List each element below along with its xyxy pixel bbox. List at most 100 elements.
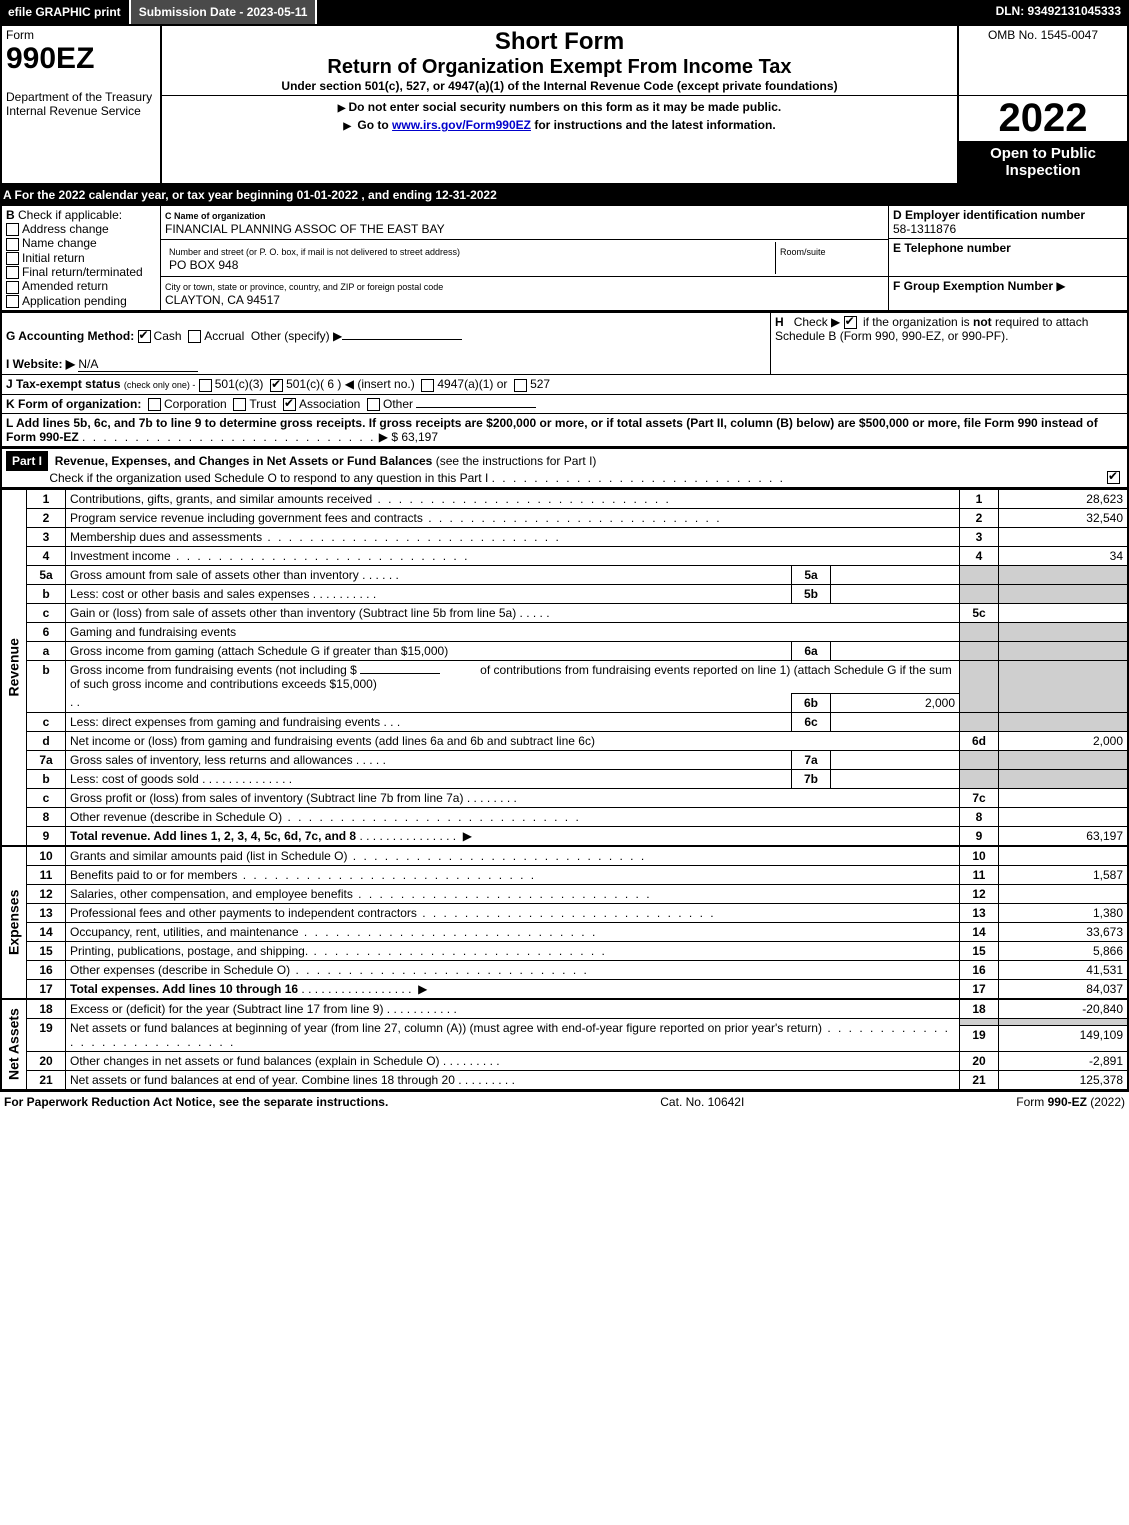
shaded-cell [960,565,999,584]
box-b: B Check if applicable: Address change Na… [1,206,161,311]
instructions-cell: Do not enter social security numbers on … [161,96,958,185]
l6b-text1: Gross income from fundraising events (no… [70,663,357,677]
ein-value: 58-1311876 [893,222,956,236]
l15-text: Printing, publications, postage, and shi… [70,944,308,958]
checkbox-address-change[interactable] [6,223,19,236]
open-public-badge: Open to Public Inspection [959,141,1127,183]
line-text: Gross sales of inventory, less returns a… [66,750,792,769]
dots [492,471,785,485]
k-other-input[interactable] [416,407,536,408]
net-assets-side-label: Net Assets [1,999,27,1090]
inner-box-num: 7b [792,769,831,788]
line-num: 20 [27,1051,66,1070]
l11-text: Benefits paid to or for members [70,868,237,882]
checkbox-4947a1[interactable] [421,379,434,392]
line-text: Grants and similar amounts paid (list in… [66,846,960,866]
checkbox-501c[interactable] [270,379,283,392]
right-num: 19 [960,1025,999,1051]
checkbox-527[interactable] [514,379,527,392]
line-text: Other revenue (describe in Schedule O) [66,807,960,826]
line-num: 12 [27,884,66,903]
checkbox-association[interactable] [283,398,296,411]
h-not: not [973,315,992,329]
city-value: CLAYTON, CA 94517 [165,293,280,307]
checkbox-other-org[interactable] [367,398,380,411]
j-527: 527 [530,377,550,391]
form-ref: Form 990-EZ (2022) [1016,1095,1125,1109]
l12-text: Salaries, other compensation, and employ… [70,887,353,901]
line-num: 1 [27,489,66,508]
paperwork-notice: For Paperwork Reduction Act Notice, see … [4,1095,388,1109]
g-other: Other (specify) ▶ [251,329,342,343]
l-amount: $ 63,197 [391,430,438,444]
k-assoc: Association [299,397,360,411]
checkbox-corporation[interactable] [148,398,161,411]
shaded-cell [960,622,999,641]
shaded-cell [960,750,999,769]
l6b-amount-input[interactable] [360,673,440,674]
line-num: 8 [27,807,66,826]
line-text: Other changes in net assets or fund bala… [66,1051,960,1070]
efile-print-button[interactable]: efile GRAPHIC print [0,0,131,24]
e-phone-label: E Telephone number [893,241,1011,255]
l8-text: Other revenue (describe in Schedule O) [70,810,282,824]
h-label: H [775,315,784,329]
checkbox-trust[interactable] [233,398,246,411]
g-label: G Accounting Method: [6,329,134,343]
opt-amended-return: Amended return [22,279,108,293]
checkbox-amended-return[interactable] [6,281,19,294]
l6b-box-value: 2,000 [831,693,960,712]
line-text: Membership dues and assessments [66,527,960,546]
line-num: a [27,641,66,660]
checkbox-501c3[interactable] [199,379,212,392]
l17-text: Total expenses. Add lines 10 through 16 [70,982,298,996]
line-text: Benefits paid to or for members [66,865,960,884]
opt-name-change: Name change [22,236,97,250]
l2-text: Program service revenue including govern… [70,511,423,525]
line-num: 13 [27,903,66,922]
checkbox-name-change[interactable] [6,238,19,251]
dots [299,925,598,939]
form-number: 990EZ [6,42,94,75]
j-insert: ◀ (insert no.) [345,377,415,391]
k-trust: Trust [249,397,276,411]
line-num: 3 [27,527,66,546]
g-other-input[interactable] [342,339,462,340]
irs-link[interactable]: www.irs.gov/Form990EZ [392,118,531,132]
checkbox-final-return[interactable] [6,266,19,279]
j-4947: 4947(a)(1) or [437,377,507,391]
right-num: 6d [960,731,999,750]
goto-post: for instructions and the latest informat… [531,118,776,132]
checkbox-schedule-o-used[interactable] [1107,471,1120,484]
part1-title-note: (see the instructions for Part I) [436,454,597,468]
right-num: 21 [960,1070,999,1090]
shaded-cell [960,660,999,712]
line-text: Salaries, other compensation, and employ… [66,884,960,903]
checkbox-schedule-b-not-required[interactable] [844,316,857,329]
form-label: Form [6,28,34,42]
l18-text: Excess or (deficit) for the year (Subtra… [70,1002,383,1016]
cat-no: Cat. No. 10642I [660,1095,744,1109]
l18-value: -20,840 [999,999,1129,1019]
inner-box-num: 5a [792,565,831,584]
right-num: 12 [960,884,999,903]
box-f: F Group Exemption Number ▶ [889,277,1129,311]
dots [347,849,646,863]
box-d-e: D Employer identification number 58-1311… [889,206,1129,277]
l7c-value [999,788,1129,807]
l20-text: Other changes in net assets or fund bala… [70,1054,440,1068]
line-text: Less: cost or other basis and sales expe… [66,584,792,603]
checkbox-cash[interactable] [138,330,151,343]
shaded-cell [999,750,1129,769]
l1-value: 28,623 [999,489,1129,508]
right-num: 2 [960,508,999,527]
g-accrual: Accrual [204,329,244,343]
line-num: 4 [27,546,66,565]
checkbox-accrual[interactable] [188,330,201,343]
line-num: 11 [27,865,66,884]
form-ref-pre: Form [1016,1095,1047,1109]
checkbox-application-pending[interactable] [6,295,19,308]
dept-treasury: Department of the Treasury [6,90,152,104]
checkbox-initial-return[interactable] [6,252,19,265]
tax-year: 2022 [959,96,1127,141]
